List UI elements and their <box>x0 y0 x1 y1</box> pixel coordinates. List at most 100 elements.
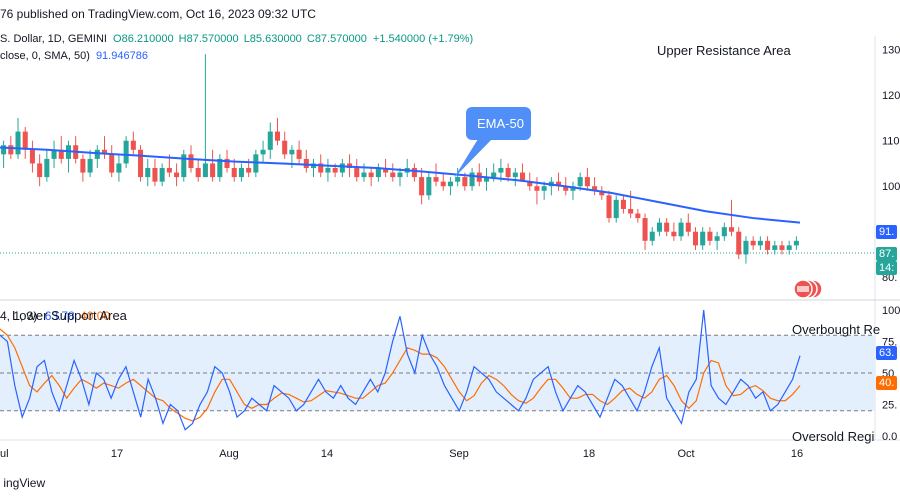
candle-body <box>491 172 497 178</box>
candle-body <box>253 154 259 173</box>
candle-body <box>664 222 670 232</box>
sma-legend[interactable]: close, 0, SMA, 50) 91.946786 <box>0 50 148 62</box>
time-tick-label: 14 <box>321 448 333 460</box>
candle-body <box>793 240 799 246</box>
rsi-value-k: 63.78 <box>44 309 75 323</box>
upper-resistance-label: Upper Resistance Area <box>657 43 791 58</box>
candle-body <box>101 149 108 155</box>
candle-body <box>231 168 237 178</box>
candle-body <box>426 177 432 196</box>
candle-body <box>419 177 425 196</box>
rsi-d-line <box>0 328 801 422</box>
high-value: H87.570000 <box>178 33 239 45</box>
candle-body <box>599 190 605 196</box>
price-tick-label: 120 <box>882 90 900 102</box>
candle-body <box>721 227 727 237</box>
rsi-params: 4, 1, 3) <box>0 309 38 323</box>
time-tick-label: Aug <box>219 448 239 460</box>
candle-body <box>390 172 396 178</box>
candle-body <box>44 158 50 178</box>
symbol-legend[interactable]: S. Dollar, 1D, GEMINI O86.210000 H87.570… <box>0 33 473 45</box>
candle-body <box>750 240 756 246</box>
candle-body <box>159 168 165 182</box>
candle-body <box>210 163 216 178</box>
candle-body <box>765 240 771 250</box>
candle-body <box>238 168 244 178</box>
time-tick-label: Oct <box>677 448 694 460</box>
overbought-label: Overbought Re <box>792 322 881 337</box>
lower-support-label: Lower Support Area <box>12 308 127 323</box>
last-price-tag: 87. <box>876 247 898 261</box>
close-value: C87.570000 <box>306 33 367 45</box>
footer-brand-text: ingView <box>3 476 46 490</box>
candle-body <box>743 240 749 255</box>
candle-body <box>628 208 634 214</box>
candle-body <box>383 168 389 173</box>
candle-body <box>512 172 518 178</box>
candle-body <box>339 163 345 173</box>
candle-body <box>181 154 187 178</box>
footer-brand[interactable]: ingView <box>0 476 45 490</box>
rsi-tick-label: 75. <box>882 337 897 349</box>
price-tick-label: 80. <box>882 272 897 284</box>
candle-body <box>779 245 785 250</box>
oversold-label: Oversold Regi <box>792 429 875 444</box>
low-value: L85.630000 <box>243 33 302 45</box>
candle-body <box>592 186 598 191</box>
candle-body <box>772 245 778 250</box>
candle-body <box>729 227 735 232</box>
countdown-tag: 14: <box>876 261 898 275</box>
candle-body <box>80 158 86 173</box>
symbol-name: S. Dollar, 1D, GEMINI <box>0 33 107 45</box>
candle-body <box>642 218 648 241</box>
candle-body <box>174 172 180 178</box>
candle-body <box>260 149 266 155</box>
candle-body <box>87 158 93 173</box>
rsi-legend[interactable]: 4, 1, 3) 63.78 40.00 <box>0 309 110 323</box>
rsi-k-tag: 63. <box>876 346 898 360</box>
candle-body <box>520 172 526 182</box>
candle-body <box>29 149 35 164</box>
candle-body <box>700 231 706 246</box>
candle-body <box>202 163 208 178</box>
time-axis-ticks: ul 17 Aug 14 Sep 18 Oct 16 <box>0 448 803 460</box>
candle-body <box>224 158 230 168</box>
candle-body <box>58 149 64 159</box>
time-tick-label: 18 <box>583 448 595 460</box>
sma-value: 91.946786 <box>95 50 148 62</box>
price-axis-ticks: 1301201101009080. <box>882 45 900 285</box>
candle-body <box>15 131 21 155</box>
candle-body <box>498 168 504 173</box>
candle-body <box>613 199 619 219</box>
flag-icon-stripes <box>797 286 809 292</box>
ema-callout-text: EMA-50 <box>477 116 524 131</box>
candle-body <box>145 168 151 178</box>
candle-body <box>527 181 533 187</box>
price-tick-label: 100 <box>882 181 900 193</box>
candle-body <box>289 149 295 155</box>
ema-line <box>0 146 801 224</box>
rsi-k-line <box>0 309 801 431</box>
candle-body <box>246 168 252 173</box>
candle-body <box>123 140 129 164</box>
candle-body <box>217 158 223 178</box>
candle-body <box>440 181 446 187</box>
candle-body <box>109 154 115 173</box>
candle-body <box>786 245 792 250</box>
candle-body <box>138 149 144 178</box>
candle-body <box>577 177 583 187</box>
candle-body <box>195 168 201 178</box>
candle-body <box>8 145 14 155</box>
candle-body <box>447 181 453 187</box>
price-tick-label: 130 <box>882 45 900 57</box>
candle-body <box>375 168 381 178</box>
candle-body <box>462 177 468 187</box>
rsi-tick-label: 100 <box>882 305 900 317</box>
candle-body <box>397 172 403 178</box>
candle-body <box>296 149 302 159</box>
candle-body <box>116 163 122 173</box>
candle-body <box>303 158 309 168</box>
candle-body <box>656 222 662 232</box>
ema-callout-pointer <box>454 139 492 178</box>
